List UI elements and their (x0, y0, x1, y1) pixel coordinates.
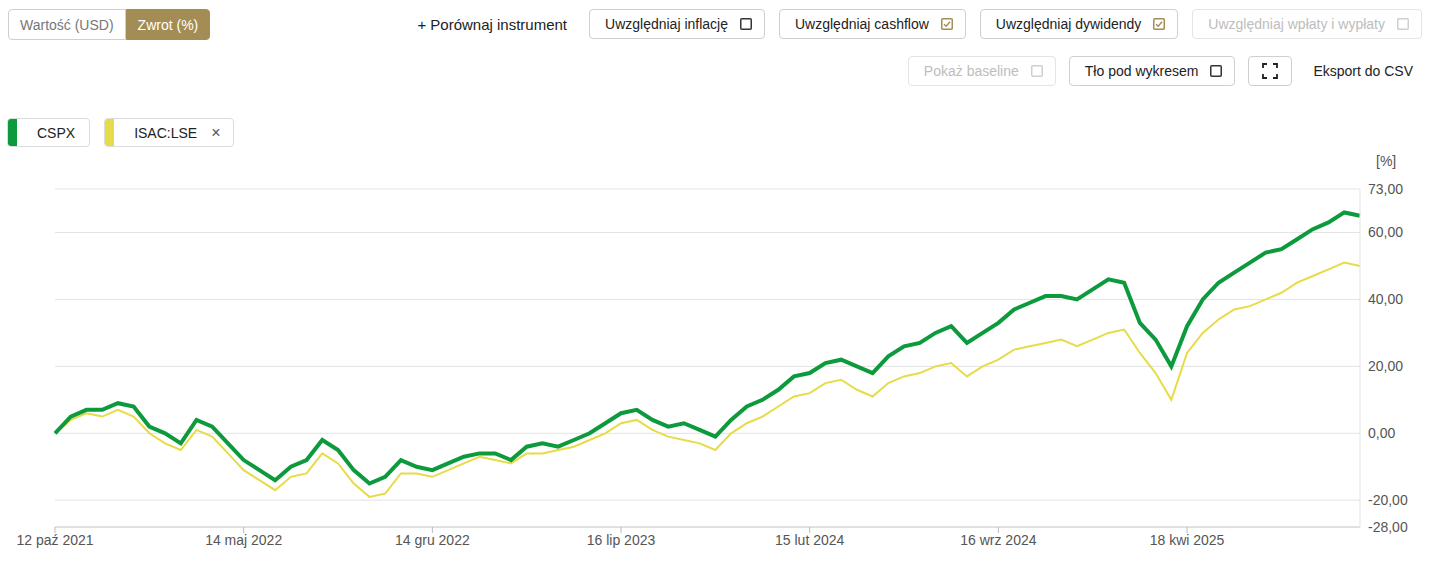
html-text:Wartość (USD): Wartość (USD) (20, 16, 114, 33)
html-text:Eksport do CSV: Eksport do CSV (1313, 63, 1413, 79)
html-text:Uwzględniaj cashflow: Uwzględniaj cashflow (795, 16, 929, 32)
svg-text:16 wrz 2024: 16 wrz 2024 (960, 532, 1036, 548)
svg-text:60,00: 60,00 (1368, 224, 1403, 240)
svg-text:20,00: 20,00 (1368, 358, 1403, 374)
html-text:Uwzględniaj dywidendy: Uwzględniaj dywidendy (995, 16, 1142, 32)
svg-text:-28,00: -28,00 (1368, 519, 1408, 535)
svg-text:18 kwi 2025: 18 kwi 2025 (1150, 532, 1225, 548)
html-text:Tło pod wykresem: Tło pod wykresem (1084, 63, 1199, 79)
svg-text:14 gru 2022: 14 gru 2022 (395, 532, 470, 548)
svg-text:0,00: 0,00 (1368, 425, 1395, 441)
html-text:Uwzględniaj wpłaty i wypłaty: Uwzględniaj wpłaty i wypłaty (1208, 16, 1385, 32)
svg-text:-20,00: -20,00 (1368, 492, 1408, 508)
svg-text:12 paź 2021: 12 paź 2021 (16, 532, 93, 548)
html-text:CSPX: CSPX (37, 124, 76, 141)
html-text:+ Porównaj instrument: + Porównaj instrument (417, 15, 567, 33)
html-text:Uwzględniaj inflację: Uwzględniaj inflację (605, 16, 728, 32)
html-text:Zwrot (%): Zwrot (%) (137, 16, 199, 33)
html-text:ISAC:LSE: ISAC:LSE (134, 124, 198, 141)
svg-text:15 lut 2024: 15 lut 2024 (775, 532, 844, 548)
svg-text:73,00: 73,00 (1368, 181, 1403, 197)
svg-text:40,00: 40,00 (1368, 291, 1403, 307)
svg-text:16 lip 2023: 16 lip 2023 (587, 532, 656, 548)
svg-text:14 maj 2022: 14 maj 2022 (205, 532, 282, 548)
html-text:Pokaż baseline: Pokaż baseline (923, 63, 1019, 79)
